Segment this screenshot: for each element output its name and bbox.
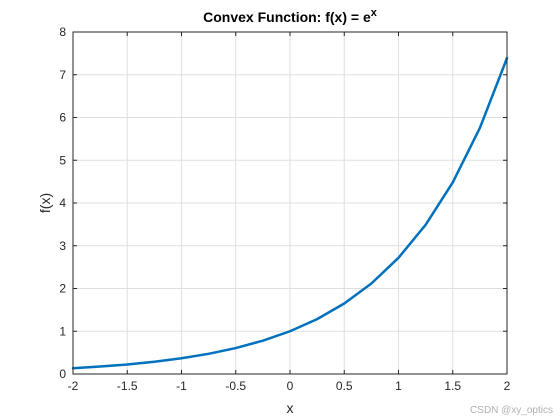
x-tick-label: -0.5 [225, 379, 246, 393]
x-tick-label: 0 [287, 379, 294, 393]
x-tick-label: 1 [395, 379, 402, 393]
y-tick-label: 7 [59, 68, 66, 82]
y-axis-label: f(x) [37, 193, 53, 213]
watermark: CSDN @xy_optics [470, 405, 553, 416]
series-layer [71, 56, 509, 370]
x-axis-label: x [287, 400, 294, 416]
y-tick-label: 5 [59, 153, 66, 167]
y-tick-label: 8 [59, 25, 66, 39]
x-tick-label: 0.5 [336, 379, 353, 393]
tick-labels: -2 -1.5 -1 -0.5 0 0.5 1 1.5 2 0 1 2 3 4 5 6 7 8 [59, 25, 510, 393]
y-tick-label: 1 [59, 324, 66, 338]
series-line [71, 56, 509, 370]
y-tick-label: 3 [59, 239, 66, 253]
ticks [72, 31, 508, 375]
y-tick-label: 0 [59, 367, 66, 381]
y-tick-label: 6 [59, 111, 66, 125]
x-tick-label: -1.5 [117, 379, 138, 393]
y-tick-label: 4 [59, 196, 66, 210]
chart-title: Convex Function: f(x) = ex [203, 7, 378, 25]
x-tick-label: 1.5 [444, 379, 461, 393]
x-tick-label: -1 [176, 379, 187, 393]
x-tick-label: 2 [504, 379, 511, 393]
x-tick-label: -2 [68, 379, 79, 393]
y-tick-label: 2 [59, 282, 66, 296]
